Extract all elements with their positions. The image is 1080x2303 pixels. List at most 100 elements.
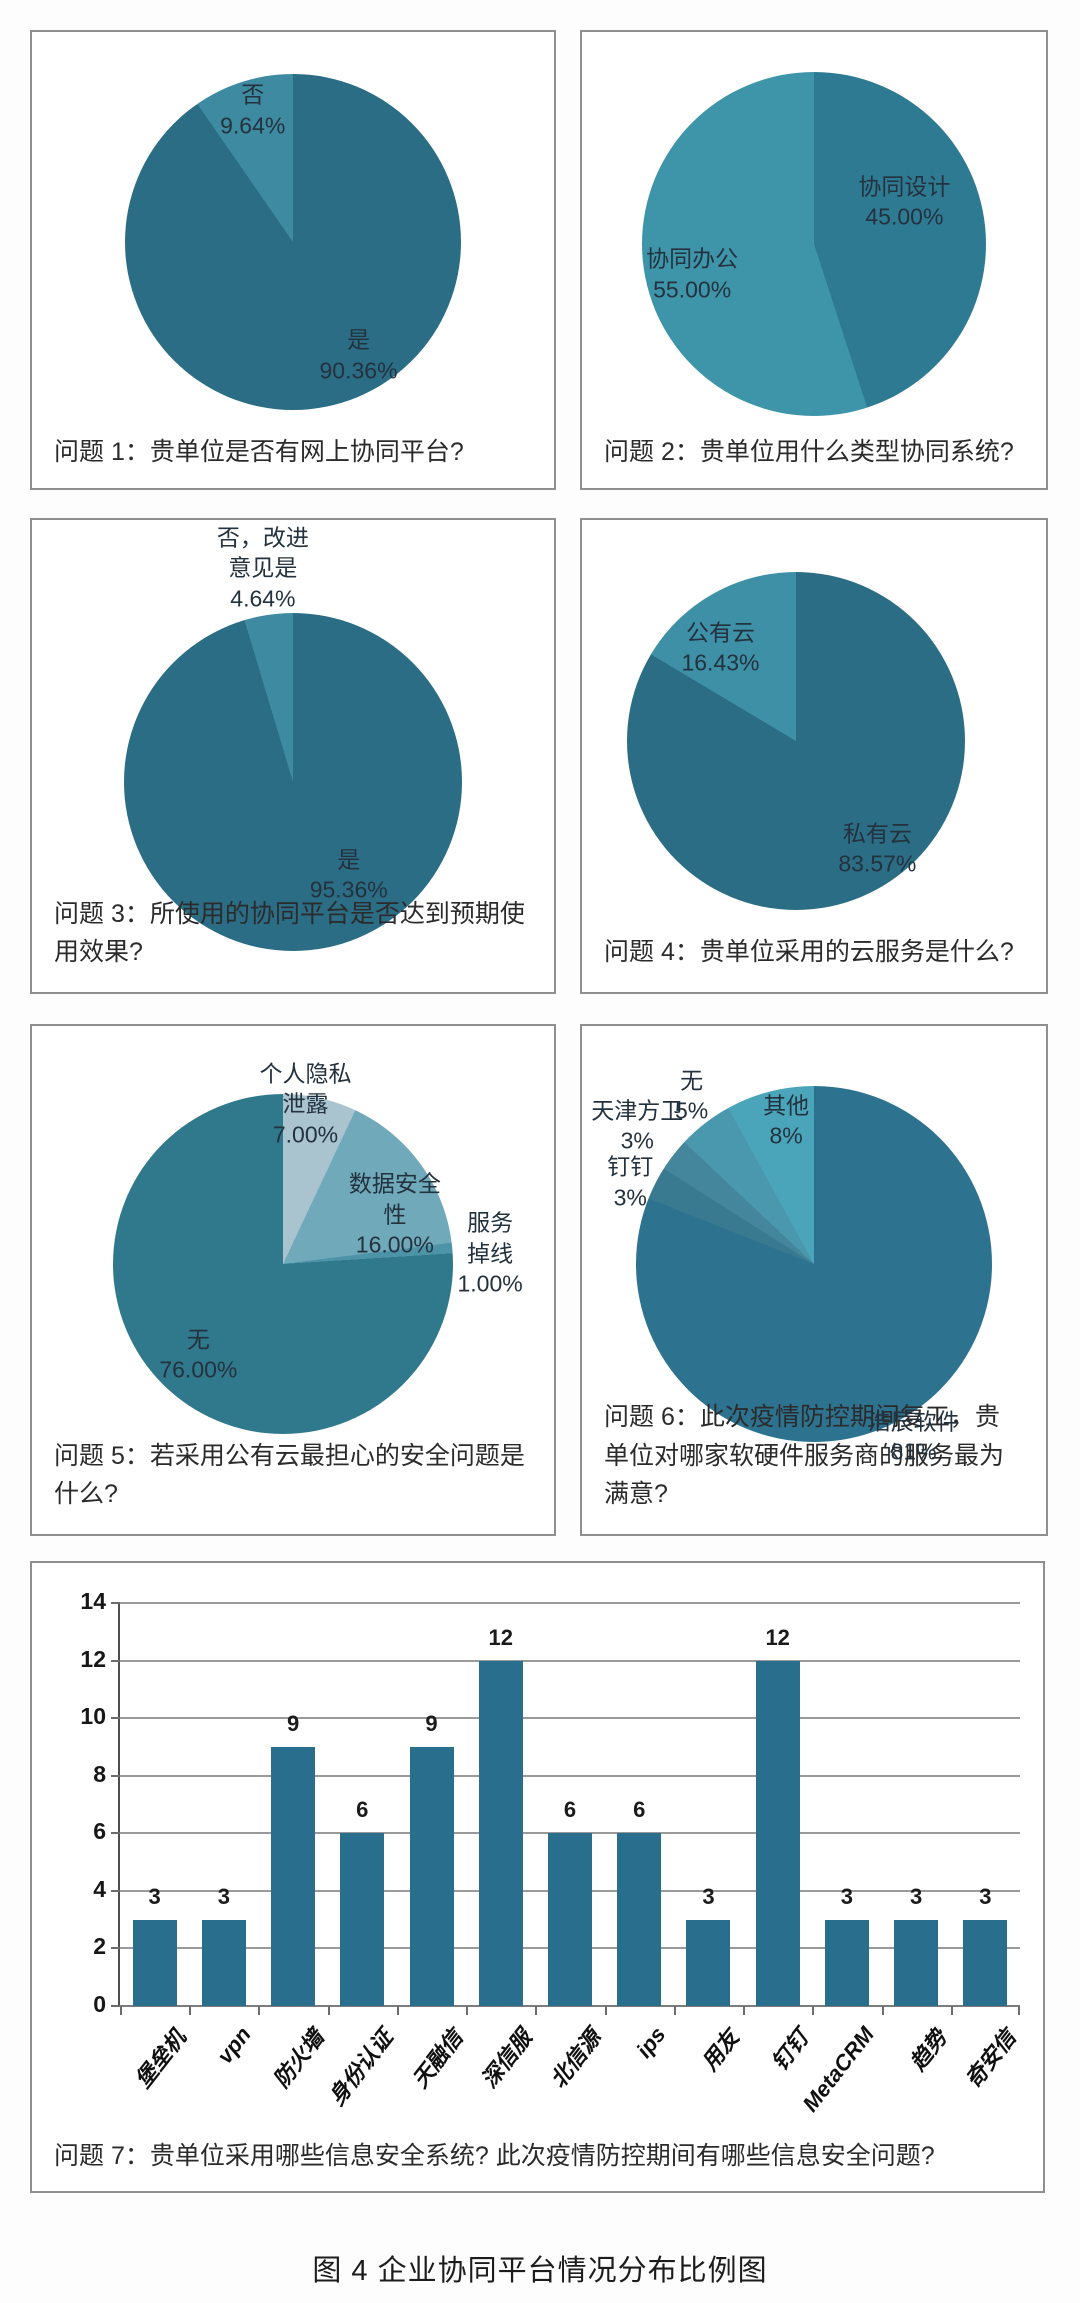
bar-vpn <box>201 1919 246 2006</box>
x-category-label-text: ips <box>631 2022 671 2063</box>
y-axis-label: 12 <box>80 1645 106 1672</box>
panel-gap <box>556 30 580 518</box>
pie-slice-label: 服务掉线 1.00% <box>457 1209 523 1297</box>
bar-value-label: 3 <box>910 1883 923 1909</box>
x-axis-tick <box>881 2006 884 2015</box>
bar-奇安信 <box>963 1919 1008 2006</box>
chart-panel-q5: 问题 5：若采用公有云最担心的安全问题是什么? 个人隐私 泄露 7.00% 数据安… <box>30 1024 556 1536</box>
pie-slice-label: 私有云 83.57% <box>838 820 917 877</box>
chart-panel-q7: 0 2 4 6 8 10 12 14 3 堡垒机 3 vpn 9 防火墙 6 身份认证 9 天融信 12 深信服 6 北信… <box>30 1561 1045 2193</box>
pie-slice-label: 无 5% <box>674 1067 709 1124</box>
x-axis-tick <box>189 2006 192 2015</box>
pie-chart-q5 <box>113 1094 453 1434</box>
x-axis-tick <box>120 2006 122 2015</box>
panel-gap <box>556 518 580 1024</box>
panel-caption-q5: 问题 5：若采用公有云最担心的安全问题是什么? <box>54 1441 525 1509</box>
gridline-y8 <box>120 1774 1020 1777</box>
chart-panel-q2: 问题 2：贵单位用什么类型协同系统? 协同设计 45.00% 协同办公 55.00… <box>580 30 1048 490</box>
y-axis-tick <box>111 1947 120 1950</box>
x-axis-tick <box>743 2006 746 2015</box>
pie-chart-q6 <box>636 1086 992 1442</box>
pie-slice-label: 是 90.36% <box>319 327 398 384</box>
x-category-label-text: vpn <box>211 2022 256 2069</box>
bar-value-label: 3 <box>840 1883 854 1909</box>
bar-value-label: 12 <box>765 1624 790 1650</box>
bar-plot-area: 0 2 4 6 8 10 12 14 3 堡垒机 3 vpn 9 防火墙 6 身份认证 9 天融信 12 深信服 6 北信… <box>80 1588 1021 2116</box>
pie-slice-label: 协同设计 45.00% <box>858 173 951 230</box>
y-axis-label: 2 <box>93 1933 106 1960</box>
x-axis-tick <box>604 2006 607 2015</box>
bar-value-label: 3 <box>148 1883 161 1909</box>
x-axis-tick <box>950 2006 953 2015</box>
bar-ips <box>617 1833 662 2006</box>
bar-用友 <box>686 1919 731 2006</box>
y-axis-line <box>118 1603 120 2006</box>
bar-value-label: 3 <box>702 1883 715 1909</box>
pie-slice-label: 是 95.36% <box>309 846 388 903</box>
y-axis-tick <box>111 1717 120 1720</box>
bar-天融信 <box>409 1746 454 2006</box>
bar-value-label: 12 <box>488 1624 514 1650</box>
panel-gap <box>556 1024 580 1561</box>
pie-chart-q4 <box>627 572 965 910</box>
gridline-y12 <box>120 1659 1020 1662</box>
pie-chart-q2 <box>642 72 986 416</box>
pie-slice-label: 钉钉 3% <box>607 1153 654 1211</box>
chart-row-3: 问题 5：若采用公有云最担心的安全问题是什么? 个人隐私 泄露 7.00% 数据安… <box>30 1024 1050 1561</box>
bar-防火墙 <box>271 1746 316 2006</box>
x-axis-tick <box>1018 2006 1020 2015</box>
x-axis-tick <box>812 2006 815 2015</box>
x-axis-tick <box>258 2006 261 2015</box>
y-axis-label: 10 <box>80 1703 106 1730</box>
x-category-label-text: 深信服 <box>476 2025 537 2093</box>
y-axis-label: 6 <box>93 1818 106 1845</box>
y-axis-label: 14 <box>80 1588 106 1615</box>
pie-slice-label: 个人隐私 泄露 7.00% <box>259 1060 352 1148</box>
pie-slice-label: 数据安全 性 16.00% <box>348 1170 441 1258</box>
chart-panel-q3: 问题 3：所使用的协同平台是否达到预期使用效果? 是 95.36% 否，改进 意见… <box>30 518 556 994</box>
bar-MetaCRM <box>824 1919 869 2006</box>
panel-caption-q6: 问题 6：此次疫情防控期间复工，贵单位对哪家软硬件服务商的服务最为满意? <box>604 1402 1005 1509</box>
x-axis-tick <box>396 2006 399 2015</box>
y-axis-tick <box>111 1774 120 1777</box>
pie-slice-label: 其他 8% <box>763 1092 810 1149</box>
bar-钉钉 <box>755 1660 800 2006</box>
x-axis-tick <box>466 2006 469 2015</box>
x-axis-tick <box>535 2006 538 2015</box>
x-category-label-text: 身份认证 <box>324 2025 398 2110</box>
chart-panel-q1: 问题 1：贵单位是否有网上协同平台? 是 90.36% 否 9.64% <box>30 30 556 490</box>
y-axis-tick <box>111 1889 120 1892</box>
x-category-label-text: 天融信 <box>406 2025 468 2093</box>
chart-row-2: 问题 3：所使用的协同平台是否达到预期使用效果? 是 95.36% 否，改进 意见… <box>30 518 1050 1024</box>
bar-身份认证 <box>340 1833 385 2006</box>
pie-slice-label: 天津方卫 3% <box>591 1097 684 1154</box>
x-category-label-text: 北信源 <box>545 2025 606 2093</box>
y-axis-tick <box>111 1832 120 1835</box>
bar-趋势 <box>894 1919 939 2006</box>
x-category-label-text: 趋势 <box>904 2025 952 2076</box>
bar-value-label: 6 <box>633 1797 646 1823</box>
pie-slice-label: 浩辰软件 81% <box>867 1408 960 1465</box>
chart-panel-q6: 问题 6：此次疫情防控期间复工，贵单位对哪家软硬件服务商的服务最为满意? 浩辰软… <box>580 1024 1048 1536</box>
gridline-y6 <box>120 1832 1020 1835</box>
y-axis-label: 0 <box>93 1991 106 2018</box>
pie-slice-label: 无 76.00% <box>159 1326 238 1383</box>
pie-chart-q1 <box>125 74 461 410</box>
y-axis-label: 4 <box>93 1875 106 1902</box>
pie-chart-q3 <box>124 613 462 951</box>
gridline-y0 <box>120 2005 1020 2007</box>
x-axis-tick <box>673 2006 676 2015</box>
x-category-label-text: MetaCRM <box>797 2022 879 2117</box>
bar-value-label: 3 <box>217 1883 230 1909</box>
panel-caption-q4: 问题 4：贵单位采用的云服务是什么? <box>604 938 1014 967</box>
bar-value-label: 6 <box>563 1797 577 1823</box>
x-axis-tick <box>327 2006 330 2015</box>
x-category-label-text: 钉钉 <box>766 2025 814 2076</box>
pie-slice-label: 否，改进 意见是 4.64% <box>216 524 309 611</box>
x-category-label-text: 防火墙 <box>268 2025 329 2093</box>
pie-slice-label: 公有云 16.43% <box>681 619 760 676</box>
y-axis-tick <box>111 2005 120 2007</box>
bar-北信源 <box>548 1833 592 2006</box>
y-axis-tick <box>111 1602 120 1604</box>
